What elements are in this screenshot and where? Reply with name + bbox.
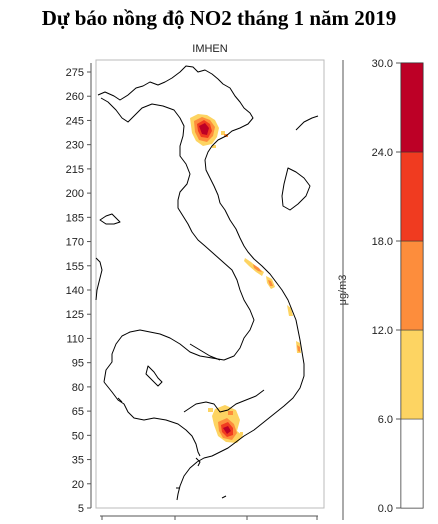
hotspot-binhdinh — [297, 345, 300, 352]
colorbar-bin — [400, 418, 424, 509]
y-axis-tick-label: 35 — [72, 455, 84, 467]
y-axis-tick-label: 215 — [66, 164, 84, 176]
colorbar-ticks: 30.0 24.0 18.0 12.0 6.0 0.0 — [372, 58, 401, 515]
y-axis-tick-label: 20 — [72, 479, 84, 491]
colorbar-tick-label: 24.0 — [372, 147, 393, 159]
map-panel-frame — [95, 59, 325, 509]
map-subtitle: IMHEN — [192, 43, 228, 55]
hotspot-vungtau — [240, 432, 243, 435]
border-cambodia-laos — [189, 343, 221, 361]
island-hainan — [281, 167, 311, 211]
y-axis-ticks: 275 260 245 230 215 200 185 170 155 140 125 110 95 80… — [66, 67, 91, 515]
colorbar-tick-label: 6.0 — [378, 414, 393, 426]
hotspot-hanoi-peak — [199, 123, 209, 135]
island-phuquoc — [195, 457, 201, 467]
y-axis-tick-label: 275 — [66, 67, 84, 79]
island — [117, 397, 123, 403]
y-axis-tick-label: 110 — [66, 333, 84, 345]
y-axis-tick-label: 155 — [66, 261, 84, 273]
hotspot-tayninh — [208, 408, 213, 412]
coastline-gulf-of-thailand — [103, 381, 201, 457]
y-axis-tick-label: 245 — [66, 115, 84, 127]
y-axis-tick-label: 140 — [66, 285, 84, 297]
hotspot-haiphong — [221, 131, 225, 135]
y-axis-tick-label: 95 — [72, 358, 84, 370]
y-axis-tick-label: 125 — [66, 309, 84, 321]
y-axis-tick-label: 5 — [78, 503, 84, 515]
y-axis-tick-label: 65 — [72, 406, 84, 418]
y-axis-tick-label: 260 — [66, 91, 84, 103]
colorbar-bin — [400, 240, 424, 331]
coastline-and-borders — [95, 65, 319, 501]
y-axis-tick-label: 185 — [66, 212, 84, 224]
y-axis-tick-label: 80 — [72, 382, 84, 394]
hotspot-danang — [268, 280, 273, 286]
y-axis-tick-label: 200 — [66, 188, 84, 200]
hotspot-hcm-peak — [223, 426, 231, 434]
border-cambodia-vietnam — [183, 389, 265, 413]
colorbar-bin — [400, 329, 424, 420]
tonle-sap-lake — [145, 365, 163, 387]
y-axis-tick-label: 50 — [72, 430, 84, 442]
hotspot-hue — [253, 264, 262, 272]
y-axis-tick-label: 170 — [66, 237, 84, 249]
hotspot-quangngai — [287, 305, 293, 316]
colorbar-tick-label: 30.0 — [372, 58, 393, 70]
map-title: Dự báo nồng độ NO2 tháng 1 năm 2019 — [41, 6, 397, 30]
border-thailand — [95, 257, 103, 301]
border-laos — [100, 97, 255, 383]
coastline-china — [295, 115, 319, 131]
colorbar-bin — [400, 151, 424, 242]
colorbar-tick-label: 0.0 — [378, 503, 393, 515]
border-myanmar — [99, 213, 121, 225]
colorbar-tick-label: 12.0 — [372, 325, 393, 337]
coastline-vietnam — [97, 65, 305, 501]
colorbar-bins — [400, 62, 424, 509]
no2-concentration-overlay — [190, 114, 301, 443]
hotspot-ninhbinh — [212, 145, 216, 148]
y-axis-tick-label: 230 — [66, 140, 84, 152]
island — [221, 495, 227, 499]
hotspot-bienhoa — [228, 411, 233, 415]
colorbar-tick-label: 18.0 — [372, 236, 393, 248]
colorbar-bin — [400, 62, 424, 153]
